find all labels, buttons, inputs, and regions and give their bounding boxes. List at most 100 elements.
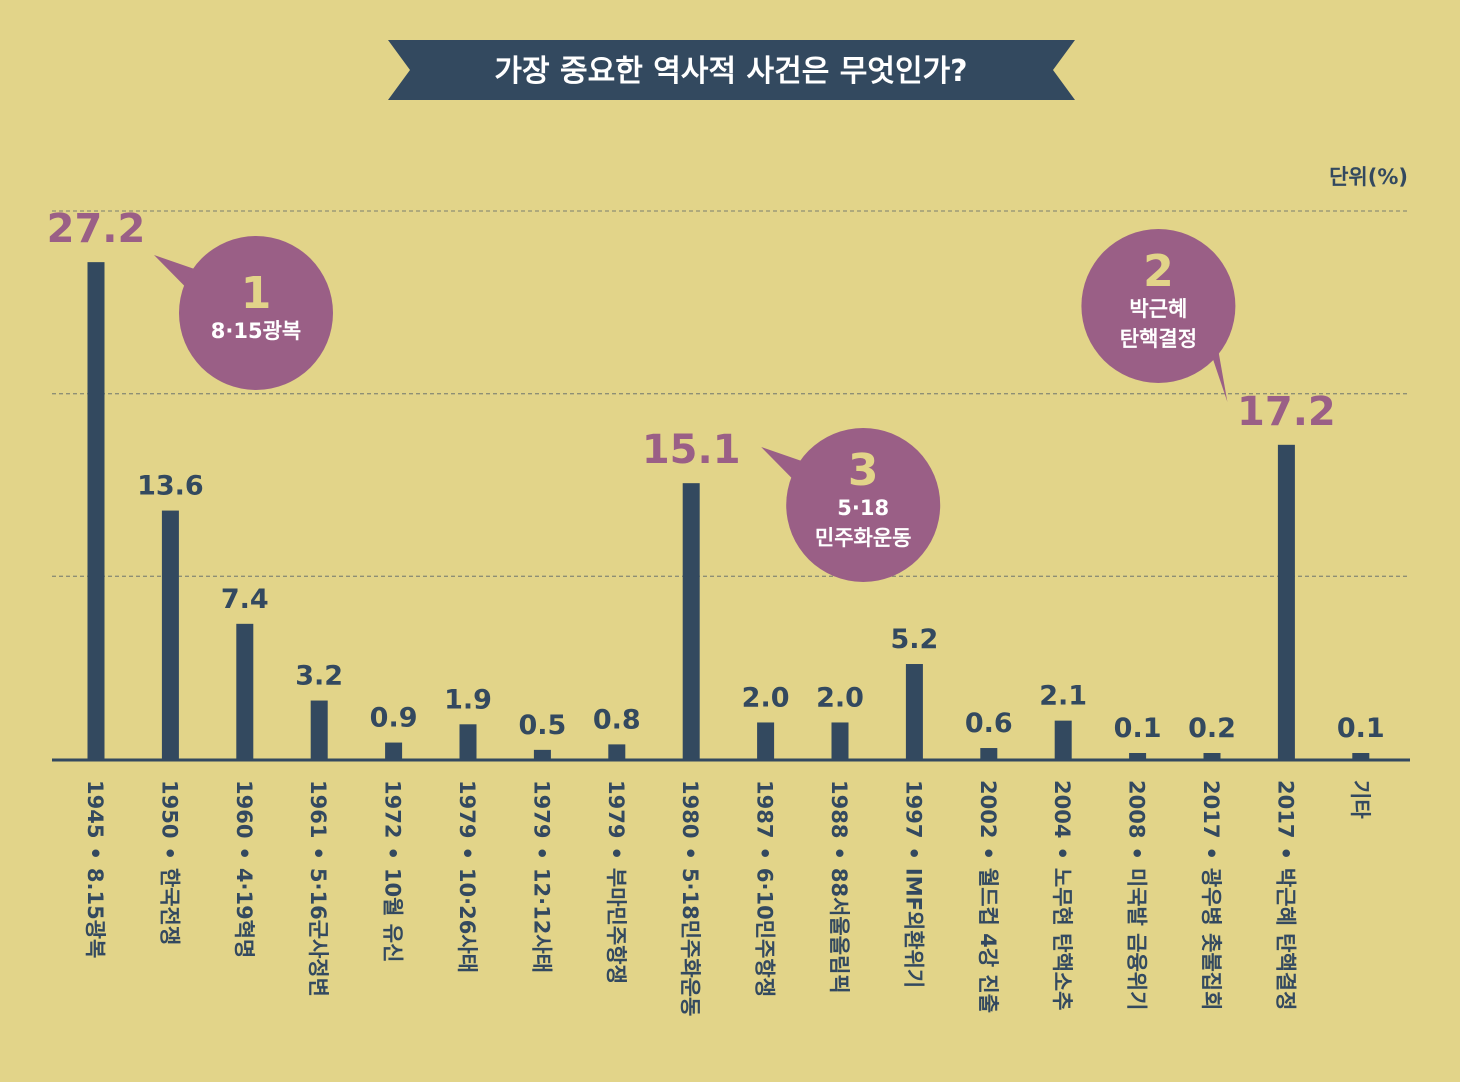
category-text-8: 1980 • 5·18민주화운동 bbox=[678, 780, 702, 1016]
category-year-10: 1988 bbox=[827, 780, 851, 838]
category-separator-2: • bbox=[232, 846, 256, 859]
category-separator-9: • bbox=[753, 846, 777, 859]
category-label-14: 2008 • 미국발 금융위기 bbox=[1125, 780, 1149, 1010]
category-text-2: 1960 • 4·19혁명 bbox=[232, 780, 256, 958]
callout-bubble-3 bbox=[786, 428, 941, 582]
category-label-13: 2004 • 노무현 탄핵소추 bbox=[1050, 780, 1074, 1010]
category-label-9: 1987 • 6·10민주항쟁 bbox=[753, 780, 777, 997]
value-label-0: 27.2 bbox=[47, 206, 146, 252]
category-year-1: 1950 bbox=[157, 780, 181, 838]
callout-rank-number-2: 2 bbox=[1143, 246, 1174, 297]
bar-10 bbox=[831, 722, 849, 759]
category-label-1: 1950 • 한국전쟁 bbox=[157, 780, 181, 945]
callout-label-1-0: 8·15광복 bbox=[211, 319, 301, 343]
category-event-3: 5·16군사정변 bbox=[306, 868, 330, 997]
category-separator-10: • bbox=[827, 846, 851, 859]
category-event-0: 8.15광복 bbox=[83, 868, 107, 958]
category-separator-13: • bbox=[1050, 846, 1074, 859]
category-separator-6: • bbox=[529, 846, 553, 859]
bar-14 bbox=[1129, 753, 1147, 759]
category-event-7: 부마민주항쟁 bbox=[604, 868, 628, 984]
category-year-14: 2008 bbox=[1125, 780, 1149, 838]
category-event-4: 10월 유신 bbox=[381, 868, 405, 963]
category-label-12: 2002 • 월드컵 4강 진출 bbox=[976, 780, 1000, 1013]
category-year-0: 1945 bbox=[83, 780, 107, 838]
value-label-1: 13.6 bbox=[137, 471, 204, 502]
value-label-4: 0.9 bbox=[370, 703, 418, 734]
category-text-13: 2004 • 노무현 탄핵소추 bbox=[1050, 780, 1074, 1010]
category-event-9: 6·10민주항쟁 bbox=[753, 868, 777, 997]
callout-rank-number-1: 1 bbox=[241, 268, 272, 319]
value-label-12: 0.6 bbox=[965, 708, 1013, 739]
callout-bubble-2 bbox=[1081, 229, 1236, 383]
value-label-17: 0.1 bbox=[1337, 713, 1385, 744]
category-text-4: 1972 • 10월 유신 bbox=[381, 780, 405, 962]
category-event-11: IMF외환위기 bbox=[901, 868, 925, 988]
category-label-7: 1979 • 부마민주항쟁 bbox=[604, 780, 628, 984]
category-year-16: 2017 bbox=[1273, 780, 1297, 838]
category-year-3: 1961 bbox=[306, 780, 330, 838]
category-text-14: 2008 • 미국발 금융위기 bbox=[1125, 780, 1149, 1010]
category-year-6: 1979 bbox=[529, 780, 553, 838]
category-separator-0: • bbox=[83, 846, 107, 859]
bar-9 bbox=[757, 722, 775, 759]
category-label-8: 1980 • 5·18민주화운동 bbox=[678, 780, 702, 1016]
bar-2 bbox=[236, 623, 254, 759]
callout-rank-3: 35·18 민주화운동 bbox=[761, 428, 941, 582]
category-label-11: 1997 • IMF외환위기 bbox=[901, 780, 925, 988]
category-year-4: 1972 bbox=[381, 780, 405, 838]
category-text-7: 1979 • 부마민주항쟁 bbox=[604, 780, 628, 984]
bar-17 bbox=[1352, 753, 1370, 759]
value-label-5: 1.9 bbox=[444, 684, 492, 715]
category-separator-7: • bbox=[604, 846, 628, 859]
category-label-6: 1979 • 12·12사태 bbox=[529, 780, 553, 973]
category-event-15: 광우병 촛불집회 bbox=[1199, 868, 1223, 1011]
bar-13 bbox=[1054, 720, 1072, 759]
category-label-4: 1972 • 10월 유신 bbox=[381, 780, 405, 962]
bar-0 bbox=[87, 262, 105, 759]
category-year-12: 2002 bbox=[976, 780, 1000, 838]
category-separator-4: • bbox=[381, 846, 405, 859]
category-separator-8: • bbox=[678, 846, 702, 859]
bar-7 bbox=[608, 744, 626, 759]
chart-title: 가장 중요한 역사적 사건은 무엇인가? bbox=[494, 54, 967, 89]
bars-group bbox=[87, 262, 1370, 759]
bar-12 bbox=[980, 748, 998, 759]
value-label-11: 5.2 bbox=[890, 624, 938, 655]
category-labels-group: 1945 • 8.15광복 1950 • 한국전쟁 1960 • 4·19혁명 1961 • 5·16… bbox=[83, 780, 1372, 1016]
callout-rank-1: 18·15광복 bbox=[154, 236, 333, 390]
category-year-13: 2004 bbox=[1050, 780, 1074, 838]
category-text-17: 기타 bbox=[1348, 780, 1372, 819]
category-label-5: 1979 • 10·26사태 bbox=[455, 780, 479, 973]
category-text-15: 2017 • 광우병 촛불집회 bbox=[1199, 780, 1223, 1010]
category-separator-3: • bbox=[306, 846, 330, 859]
category-separator-12: • bbox=[976, 846, 1000, 859]
category-event-2: 4·19혁명 bbox=[232, 868, 256, 958]
category-text-10: 1988 • 88서울올림픽 bbox=[827, 780, 851, 994]
category-event-1: 한국전쟁 bbox=[157, 868, 181, 945]
category-label-3: 1961 • 5·16군사정변 bbox=[306, 780, 330, 997]
category-text-1: 1950 • 한국전쟁 bbox=[157, 780, 181, 945]
value-label-13: 2.1 bbox=[1039, 681, 1087, 712]
category-separator-16: • bbox=[1273, 846, 1297, 859]
category-event-10: 88서울올림픽 bbox=[827, 868, 851, 994]
category-event-14: 미국발 금융위기 bbox=[1125, 868, 1149, 1011]
callout-label-3-1: 민주화운동 bbox=[815, 526, 912, 550]
value-label-7: 0.8 bbox=[593, 704, 641, 735]
bar-6 bbox=[533, 749, 551, 759]
callout-rank-number-3: 3 bbox=[848, 445, 879, 496]
category-text-0: 1945 • 8.15광복 bbox=[83, 780, 107, 958]
unit-label: 단위(%) bbox=[1329, 165, 1408, 189]
bar-16 bbox=[1277, 444, 1295, 759]
category-text-5: 1979 • 10·26사태 bbox=[455, 780, 479, 973]
category-separator-14: • bbox=[1125, 846, 1149, 859]
category-event-6: 12·12사태 bbox=[529, 868, 553, 973]
category-label-16: 2017 • 박근혜 탄핵결정 bbox=[1273, 780, 1297, 1010]
category-year-9: 1987 bbox=[753, 780, 777, 838]
category-event-5: 10·26사태 bbox=[455, 868, 479, 973]
grid-lines bbox=[52, 210, 1410, 762]
category-year-11: 1997 bbox=[901, 780, 925, 838]
